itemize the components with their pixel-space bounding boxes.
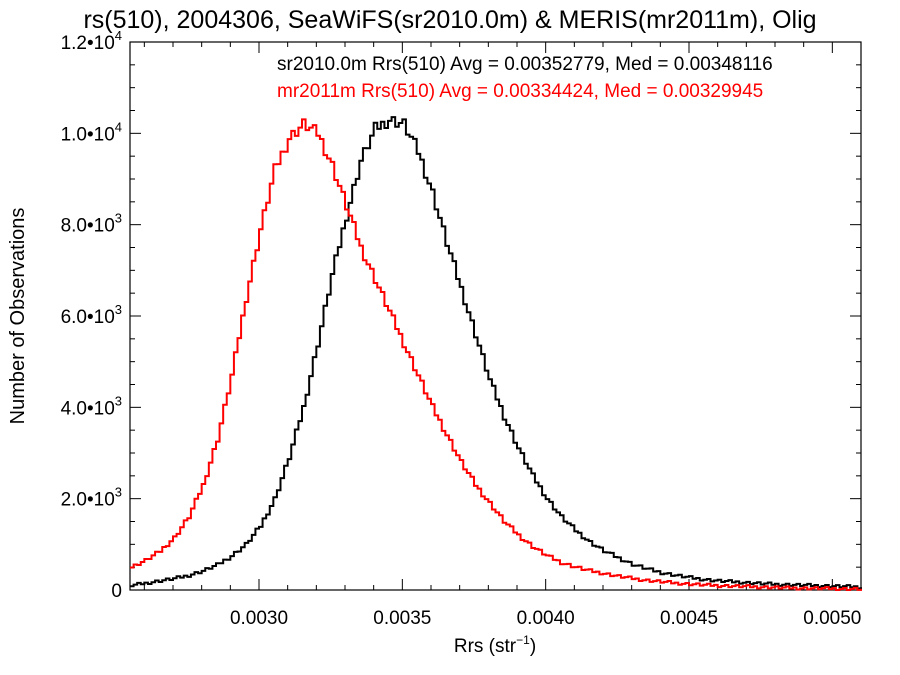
y-tick-label: 1.2•104 <box>61 28 122 54</box>
x-tick-label: 0.0040 <box>517 608 575 629</box>
legend-entry-red: mr2011m Rrs(510) Avg = 0.00334424, Med =… <box>277 81 763 102</box>
series-mr2011-line <box>130 118 862 591</box>
y-axis-label: Number of Observations <box>7 208 29 425</box>
x-axis-label: Rrs (str−1) <box>454 633 536 657</box>
y-tick-label: 1.0•104 <box>61 119 122 145</box>
y-tick-label: 2.0•103 <box>61 485 122 511</box>
x-tick-label: 0.0035 <box>373 608 431 629</box>
series-sr2010-line <box>130 116 862 590</box>
chart-title: rs(510), 2004306, SeaWiFS(sr2010.0m) & M… <box>83 6 816 34</box>
y-tick-label: 6.0•103 <box>61 302 122 328</box>
y-tick-label: 4.0•103 <box>61 393 122 419</box>
x-tick-labels: 0.0030 0.0035 0.0040 0.0045 0.0050 <box>230 608 861 629</box>
y-tick-label: 0 <box>111 581 122 602</box>
plot-frame <box>129 41 862 591</box>
x-tick-label: 0.0050 <box>803 608 861 629</box>
legend-entry-black: sr2010.0m Rrs(510) Avg = 0.00352779, Med… <box>277 54 773 75</box>
x-tick-label: 0.0030 <box>230 608 288 629</box>
x-tick-label: 0.0045 <box>660 608 718 629</box>
series-lines <box>130 116 862 591</box>
axis-ticks <box>130 41 862 591</box>
y-tick-labels: 0 2.0•103 4.0•103 6.0•103 8.0•103 1.0•104 1.2•… <box>61 28 122 602</box>
y-tick-label: 8.0•103 <box>61 211 122 237</box>
